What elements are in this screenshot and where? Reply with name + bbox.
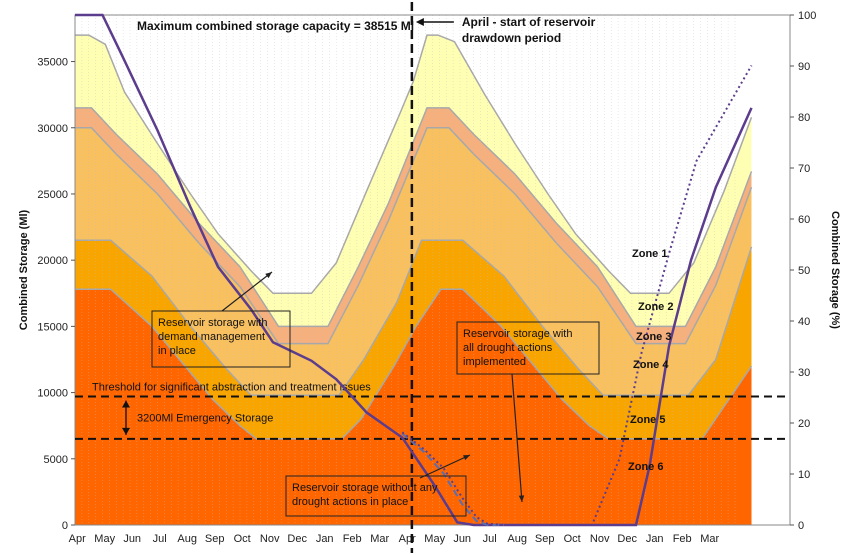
zone-5-boundary [75, 288, 753, 440]
x-tick-label: Aug [177, 533, 197, 545]
zone-label: Zone 6 [628, 461, 663, 473]
annotation-box-no-actions-line: Reservoir storage without any [292, 482, 438, 494]
pointer-demand [221, 271, 273, 312]
annotation-box-all-actions-frame [456, 321, 600, 375]
x-tick-label: Aug [507, 533, 527, 545]
y-tick-label: 20000 [37, 255, 68, 267]
y2-tick-label: 50 [798, 265, 810, 277]
x-tick-label: Feb [343, 533, 362, 545]
x-tick-label: Sep [535, 533, 555, 545]
y-tick-label: 10000 [37, 388, 68, 400]
annotation-box-demand-line: Reservoir storage with [158, 317, 267, 329]
y-tick-label: 0 [62, 520, 68, 532]
zone-2-boundary [75, 107, 753, 328]
y2-tick-label: 70 [798, 163, 810, 175]
series-line-solid [75, 13, 753, 527]
x-tick-label: Dec [617, 533, 637, 545]
emergency-arrow-head-down [122, 427, 130, 435]
x-tick-label: Apr [399, 533, 416, 545]
x-tick-label: Jun [123, 533, 141, 545]
annotation-box-all-actions-line: Reservoir storage with [463, 328, 572, 340]
x-tick-label: Oct [564, 533, 581, 545]
annotation-box-all-actions-line: all drought actions [463, 342, 553, 354]
x-tick-label: Jul [153, 533, 167, 545]
pointer-all-actions-head [518, 495, 525, 502]
y2-axis-title: Combined Storage (%) [829, 211, 841, 329]
x-tick-label: Mar [700, 533, 719, 545]
y2-tick-label: 10 [798, 469, 810, 481]
x-tick-label: May [94, 533, 115, 545]
y2-tick-label: 40 [798, 316, 810, 328]
x-tick-label: Nov [260, 533, 280, 545]
x-tick-label: Jun [453, 533, 471, 545]
x-tick-label: Sep [205, 533, 225, 545]
y2-tick-label: 90 [798, 61, 810, 73]
annotation-box-demand-frame [151, 310, 291, 368]
y2-tick-label: 0 [798, 520, 804, 532]
x-tick-label: Dec [287, 533, 307, 545]
series-line-dashed [401, 432, 504, 526]
zone-label: Zone 1 [632, 248, 667, 260]
emergency-storage-label: 3200Ml Emergency Storage [137, 413, 273, 425]
threshold-label: Threshold for significant abstraction an… [92, 382, 371, 394]
y-tick-label: 35000 [37, 57, 68, 69]
annotation-box-no-actions-frame [285, 475, 467, 517]
zone-5-area [75, 289, 752, 525]
chart-title-annotation: Maximum combined storage capacity = 3851… [137, 19, 414, 33]
x-tick-label: Mar [370, 533, 389, 545]
y-tick-label: 30000 [37, 123, 68, 135]
annotation-box-no-actions-line: drought actions in place [292, 496, 408, 508]
x-tick-label: Jul [483, 533, 497, 545]
zone-4-boundary [75, 239, 753, 396]
zone-3-boundary [75, 127, 753, 345]
x-tick-label: Feb [673, 533, 692, 545]
emergency-arrow-head-up [122, 400, 130, 408]
y2-tick-label: 100 [798, 10, 816, 22]
x-tick-label: Jan [646, 533, 664, 545]
annotation-box-demand-line: demand management [158, 331, 265, 343]
zone-label: Zone 4 [633, 359, 669, 371]
zone-label: Zone 5 [630, 414, 665, 426]
y-axis-title: Combined Storage (Ml) [18, 209, 30, 330]
y2-tick-label: 80 [798, 112, 810, 124]
x-tick-label: Nov [590, 533, 610, 545]
y2-tick-label: 20 [798, 418, 810, 430]
plot-background-right [751, 15, 790, 525]
pointer-no-actions-head [463, 455, 470, 461]
x-tick-label: Apr [69, 533, 86, 545]
vline-note-arrowhead [415, 18, 424, 26]
vline-note-line1: April - start of reservoir [462, 15, 596, 29]
y-tick-label: 15000 [37, 321, 68, 333]
y2-tick-label: 60 [798, 214, 810, 226]
zone-label: Zone 2 [638, 301, 673, 313]
pointer-demand-head [265, 272, 272, 279]
pointer-no-actions [419, 454, 471, 479]
vline-note-line2: drawdown period [462, 31, 561, 45]
y2-tick-label: 30 [798, 367, 810, 379]
zone-label: Zone 3 [636, 331, 671, 343]
x-tick-label: Oct [234, 533, 251, 545]
annotation-box-demand-line: in place [158, 345, 196, 357]
y-tick-label: 5000 [44, 454, 68, 466]
annotation-box-all-actions-line: implemented [463, 356, 526, 368]
y-tick-label: 25000 [37, 189, 68, 201]
plot-background-upper [75, 15, 752, 294]
zone-1-boundary [75, 34, 753, 295]
pointer-all-actions [511, 373, 523, 503]
x-tick-label: May [424, 533, 445, 545]
vertical-grid [74, 15, 736, 525]
x-tick-label: Jan [316, 533, 334, 545]
